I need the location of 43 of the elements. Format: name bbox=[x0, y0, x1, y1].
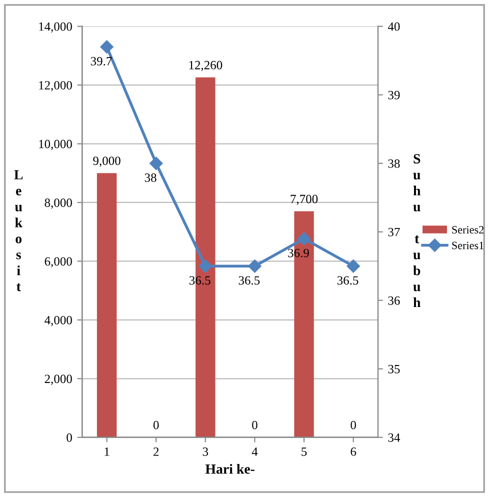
y-tick-label: 14,000 bbox=[39, 22, 72, 33]
data-label: 9,000 bbox=[93, 156, 120, 167]
data-label: 7,700 bbox=[290, 194, 318, 206]
data-label: 36.5 bbox=[337, 276, 358, 285]
legend-label: Series2 bbox=[452, 226, 484, 234]
x-axis-title: Hari ke- bbox=[205, 464, 254, 474]
x-tick-label: 1 bbox=[104, 448, 110, 456]
x-tick-label: 5 bbox=[302, 448, 307, 456]
x-tick-label: 3 bbox=[202, 447, 208, 456]
bar bbox=[96, 173, 117, 438]
y2-tick-label: 36 bbox=[388, 296, 400, 305]
y-tick-label: 2,000 bbox=[44, 374, 72, 385]
data-label: 0 bbox=[252, 420, 258, 430]
data-label: 39.7 bbox=[90, 57, 112, 66]
point bbox=[198, 260, 212, 273]
y2-tick-label: 40 bbox=[388, 22, 400, 31]
x-tick-label: 2 bbox=[154, 447, 159, 456]
point bbox=[100, 40, 114, 54]
y-tick-label: 10,000 bbox=[39, 140, 72, 150]
point bbox=[150, 156, 163, 170]
data-label: 12,260 bbox=[189, 60, 222, 72]
y2-tick-label: 37 bbox=[388, 228, 400, 236]
data-label: 38 bbox=[144, 173, 156, 182]
x-tick-label: 6 bbox=[350, 447, 356, 456]
point bbox=[346, 260, 360, 273]
text: Suhu tubuh bbox=[413, 154, 421, 308]
data-label: 0 bbox=[350, 420, 356, 430]
y2-tick-label: 38 bbox=[388, 159, 400, 168]
y-axis-title: Leukosit bbox=[14, 170, 23, 292]
y2-tick-label: 35 bbox=[388, 364, 400, 374]
legend-label: Series1 bbox=[452, 242, 484, 250]
y-tick-label: 12,000 bbox=[39, 81, 72, 92]
y2-tick-label: 39 bbox=[388, 90, 400, 100]
point bbox=[248, 260, 262, 273]
y-tick-label: 0 bbox=[66, 433, 72, 442]
y-tick-label: 6,000 bbox=[44, 257, 72, 268]
x-tick-label: 4 bbox=[252, 448, 258, 456]
y2-tick-label: 34 bbox=[388, 433, 400, 442]
data-label: 0 bbox=[153, 420, 159, 430]
y-tick-label: 4,000 bbox=[44, 316, 72, 326]
y-tick-label: 8,000 bbox=[44, 198, 72, 209]
data-label: 36.5 bbox=[238, 276, 260, 285]
point bbox=[297, 232, 311, 246]
